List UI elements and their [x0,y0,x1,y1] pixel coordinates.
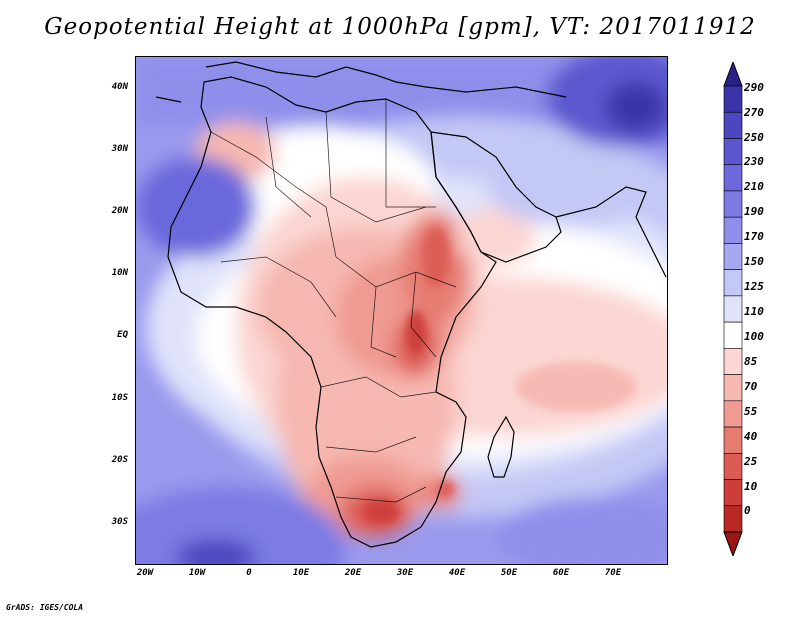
lat-label: 10N [111,268,128,278]
colorbar-segment [723,164,743,192]
colorbar-segment [723,426,743,454]
colorbar-label: 210 [744,180,764,193]
map-plot-area[interactable] [135,56,668,565]
lat-label: 20N [111,206,128,216]
colorbar-segment [723,374,743,402]
colorbar-label: 110 [744,305,764,318]
lon-label: 70E [604,568,622,578]
lon-label: 30E [396,568,414,578]
software-credit: GrADS: IGES/COLA [6,603,84,612]
colorbar-top-triangle [723,62,743,87]
geopotential-map [136,57,667,564]
colorbar-segment [723,269,743,297]
lat-label: 30S [111,517,128,527]
colorbar-label: 290 [744,81,764,94]
colorbar-label: 190 [744,205,764,218]
lat-label: 30N [111,144,128,154]
colorbar-label: 250 [744,131,764,144]
colorbar-label: 25 [744,455,758,468]
colorbar [723,62,743,556]
lat-label: 20S [111,455,128,465]
colorbar-segment [723,138,743,166]
colorbar-segment [723,111,743,139]
lat-label: 40N [111,82,128,92]
colorbar-label: 125 [744,280,764,293]
lon-label: 10E [292,568,310,578]
lat-label: EQ [117,330,128,340]
colorbar-bottom-triangle [723,531,743,556]
lon-label: 50E [500,568,518,578]
colorbar-label: 100 [744,330,764,343]
colorbar-label: 10 [744,480,758,493]
colorbar-segment [723,190,743,218]
colorbar-label: 70 [744,380,758,393]
colorbar-segment [723,348,743,375]
colorbar-segments [723,85,743,533]
colorbar-label: 55 [744,405,758,418]
colorbar-label: 40 [744,430,758,443]
colorbar-label: 230 [744,155,764,168]
colorbar-label: 150 [744,255,764,268]
colorbar-segment [723,400,743,428]
country-borders [210,99,457,503]
colorbar-segment [723,85,743,113]
colorbar-label: 270 [744,106,764,119]
colorbar-label: 170 [744,230,764,243]
lon-label: 20W [136,568,154,578]
colorbar-label: 85 [744,355,758,368]
colorbar-segment [723,479,743,507]
coastlines [155,61,667,548]
lon-label: 0 [246,568,252,578]
colorbar-segment [723,452,743,480]
lat-label: 10S [111,393,128,403]
colorbar-label: 0 [744,504,751,517]
colorbar-segment [723,243,743,270]
colorbar-segment [723,295,743,323]
lon-label: 10W [188,568,206,578]
colorbar-segment [723,321,743,349]
lon-label: 40E [448,568,466,578]
colorbar-segment [723,505,743,533]
lon-label: 20E [344,568,362,578]
colorbar-segment [723,216,743,244]
map-title: Geopotential Height at 1000hPa [gpm], VT… [44,14,756,40]
height-field-shading [136,57,667,564]
lon-label: 60E [552,568,570,578]
